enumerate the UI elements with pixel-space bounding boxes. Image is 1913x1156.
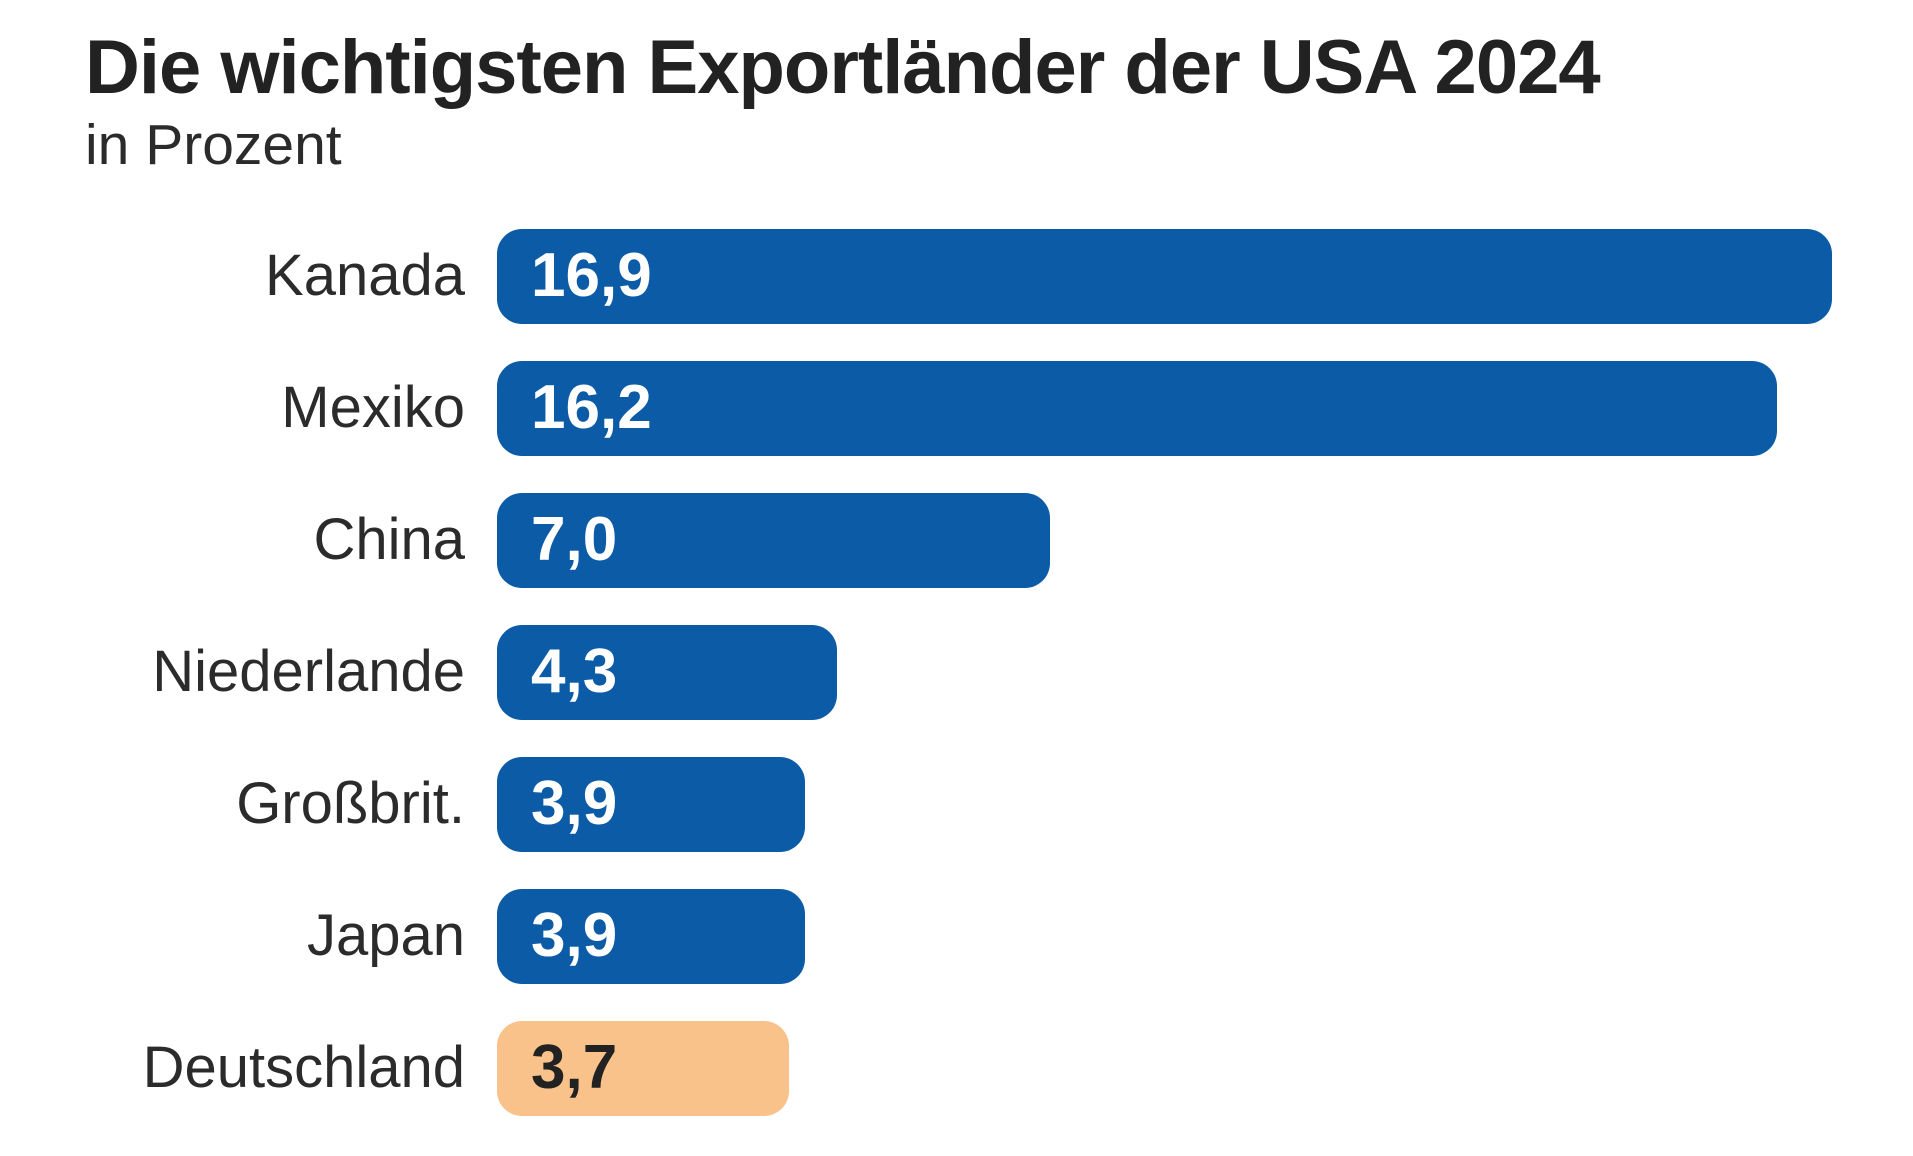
chart-row: Mexiko 16,2 xyxy=(0,360,1913,456)
chart-row: Japan 3,9 xyxy=(0,888,1913,984)
bar-track: 7,0 xyxy=(497,492,1832,588)
bar-value-label: 16,9 xyxy=(531,241,652,311)
bar-category-label: Kanada xyxy=(265,243,465,309)
bar-category-label: Großbrit. xyxy=(236,771,465,837)
bar: 3,9 xyxy=(497,756,806,852)
bar-track: 16,2 xyxy=(497,360,1832,456)
bar-track: 3,7 xyxy=(497,1020,1832,1116)
bar-value-label: 3,9 xyxy=(531,901,618,971)
bar-value-label: 7,0 xyxy=(531,505,618,575)
bar: 7,0 xyxy=(497,492,1050,588)
bar-category-label: Deutschland xyxy=(142,1035,465,1101)
bar-category-label: Niederlande xyxy=(152,639,465,705)
chart-row: Deutschland 3,7 xyxy=(0,1020,1913,1116)
bar-value-label: 16,2 xyxy=(531,373,652,443)
bar-value-label: 3,7 xyxy=(531,1033,618,1103)
bar-highlighted: 3,7 xyxy=(497,1020,790,1116)
chart-row: Niederlande 4,3 xyxy=(0,624,1913,720)
chart-title: Die wichtigsten Exportländer der USA 202… xyxy=(85,25,1601,110)
bar-track: 4,3 xyxy=(497,624,1832,720)
bar-track: 16,9 xyxy=(497,228,1832,324)
chart-subtitle: in Prozent xyxy=(85,113,342,178)
bar-value-label: 3,9 xyxy=(531,769,618,839)
chart-row: China 7,0 xyxy=(0,492,1913,588)
chart-row: Kanada 16,9 xyxy=(0,228,1913,324)
bar-category-label: Mexiko xyxy=(281,375,465,441)
bar: 4,3 xyxy=(497,624,837,720)
bar-track: 3,9 xyxy=(497,888,1832,984)
bar-track: 3,9 xyxy=(497,756,1832,852)
horizontal-bar-chart: Kanada 16,9 Mexiko 16,2 China 7,0 Niederlande 4… xyxy=(0,228,1913,1116)
bar: 16,9 xyxy=(497,228,1832,324)
chart-row: Großbrit. 3,9 xyxy=(0,756,1913,852)
bar: 16,2 xyxy=(497,360,1777,456)
bar-category-label: Japan xyxy=(306,903,465,969)
bar-category-label: China xyxy=(313,507,465,573)
bar: 3,9 xyxy=(497,888,806,984)
bar-value-label: 4,3 xyxy=(531,637,618,707)
